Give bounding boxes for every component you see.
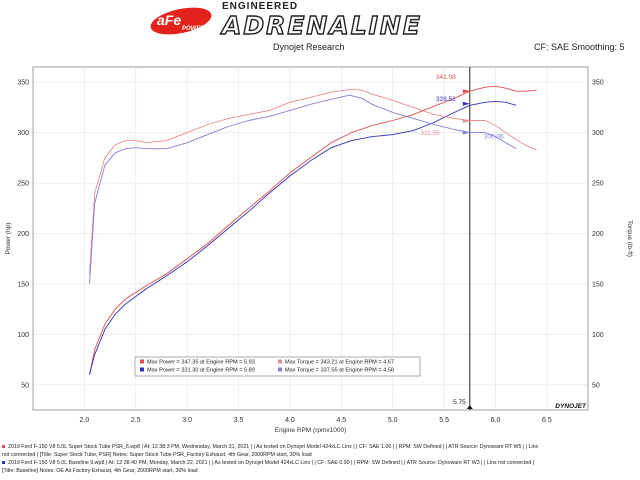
cursor-label: 5.75 xyxy=(453,399,466,406)
svg-text:aFe: aFe xyxy=(157,12,181,28)
value-marker-arrow xyxy=(462,101,470,106)
x-tick-label: 6.5 xyxy=(542,417,552,424)
x-tick-label: 5.5 xyxy=(439,417,449,424)
legend-swatch xyxy=(140,359,144,364)
legend-swatch xyxy=(278,367,282,372)
dyno-chart: 2.0 2.5 3.0 3.5 4.0 4.5 5.0 5.5 6.0 6.5 50 100 150 20… xyxy=(5,66,633,434)
run-note-line: 2019 Ford F-150 V8 5.0L Baseline 9.wp8 |… xyxy=(2,459,638,467)
y-tick-label: 50 xyxy=(21,382,29,389)
run-note-line: [Title: Baseline] Notes: OE Air,Factory … xyxy=(2,467,638,475)
chart-title: Dynojet Research xyxy=(273,42,345,52)
legend-entry: Max Torque = 343.21 at Engine RPM = 4.67 xyxy=(285,360,394,366)
brand-small-text: ENGINEERED xyxy=(222,1,299,12)
legend-swatch xyxy=(278,359,282,364)
run-notes: 2019 Ford F-150 V8 5.0L Super Stock Tube… xyxy=(2,443,638,475)
right-tick-label: 350 xyxy=(592,80,604,87)
right-tick-label: 100 xyxy=(592,332,604,339)
y-tick-label: 250 xyxy=(17,181,29,188)
correction-factor-text: CF: SAE Smoothing: 5 xyxy=(534,42,625,52)
right-tick-label: 50 xyxy=(592,382,600,389)
run-note-line: 2019 Ford F-150 V8 5.0L Super Stock Tube… xyxy=(2,443,638,451)
y-tick-label: 200 xyxy=(17,231,29,238)
series-line-2 xyxy=(89,100,517,375)
series-line-3 xyxy=(89,88,537,274)
value-marker-label: 341.08 xyxy=(436,74,456,81)
value-marker-arrow xyxy=(462,118,470,123)
x-axis-title: Engine RPM (rpmx1000) xyxy=(275,427,347,434)
run-color-marker xyxy=(2,445,5,449)
right-tick-label: 150 xyxy=(592,281,604,288)
y-tick-label: 150 xyxy=(17,281,29,288)
x-tick-label: 2.0 xyxy=(80,417,90,424)
value-marker-label: 311.55 xyxy=(420,130,440,137)
right-tick-label: 300 xyxy=(592,130,604,137)
run-note-text: 2019 Ford F-150 V8 5.0L Baseline 9.wp8 |… xyxy=(8,460,535,466)
x-tick-label: 2.5 xyxy=(131,417,141,424)
x-tick-label: 3.5 xyxy=(234,417,244,424)
legend: Max Power = 347.35 at Engine RPM = 5.93 M… xyxy=(134,356,421,377)
x-tick-label: 4.5 xyxy=(336,417,346,424)
run-note-text: not connected | [Title: Super Stock Tube… xyxy=(2,452,312,458)
legend-box xyxy=(134,356,421,377)
run-color-marker xyxy=(2,461,5,465)
y-tick-label: 100 xyxy=(17,332,29,339)
axes: 2.0 2.5 3.0 3.5 4.0 4.5 5.0 5.5 6.0 6.5 50 100 150 20… xyxy=(5,66,633,434)
run-note-text: [Title: Baseline] Notes: OE Air,Factory … xyxy=(2,468,198,474)
value-marker-label: 300.06 xyxy=(484,134,504,141)
y-axis-title-left: Power (hp) xyxy=(5,223,12,255)
legend-entry: Max Power = 331.30 at Engine RPM = 5.89 xyxy=(147,368,255,374)
dynojet-mark: DYNOJET xyxy=(555,403,587,410)
legend-entry: Max Power = 347.35 at Engine RPM = 5.93 xyxy=(147,360,255,366)
right-tick-label: 200 xyxy=(592,231,604,238)
y-tick-label: 350 xyxy=(17,80,29,87)
header-banner: aFe POWER ENGINEERED ADRENALINE xyxy=(0,0,640,40)
right-tick-label: 250 xyxy=(592,181,604,188)
plot-frame xyxy=(32,66,589,411)
brand-big-text: ADRENALINE xyxy=(221,11,422,40)
series-line-4 xyxy=(89,94,517,284)
svg-text:POWER: POWER xyxy=(182,26,205,32)
brand-wordmark: ENGINEERED ADRENALINE xyxy=(221,1,422,40)
x-tick-label: 5.0 xyxy=(388,417,398,424)
legend-swatch xyxy=(140,367,144,372)
cursor-handle xyxy=(466,405,473,409)
x-tick-label: 3.0 xyxy=(182,417,192,424)
series-line-1 xyxy=(89,85,537,375)
x-tick-label: 4.0 xyxy=(285,417,295,424)
value-marker-label: 328.51 xyxy=(436,96,456,103)
run-note-line: not connected | [Title: Super Stock Tube… xyxy=(2,451,638,459)
series-layer xyxy=(89,85,537,375)
x-tick-label: 6.0 xyxy=(491,417,501,424)
grid xyxy=(33,67,588,410)
value-marker-arrow xyxy=(462,89,470,94)
marker-layer: 341.08 328.51 300.06 311.55 xyxy=(420,74,504,140)
y-tick-label: 300 xyxy=(17,130,29,137)
afe-power-logo: aFe POWER xyxy=(150,7,212,35)
run-note-text: 2019 Ford F-150 V8 5.0L Super Stock Tube… xyxy=(8,444,539,450)
y-axis-title-right: Torque (lb-ft) xyxy=(626,220,633,257)
value-marker-arrow xyxy=(462,130,470,135)
legend-entry: Max Torque = 337.55 at Engine RPM = 4.58 xyxy=(285,368,394,374)
